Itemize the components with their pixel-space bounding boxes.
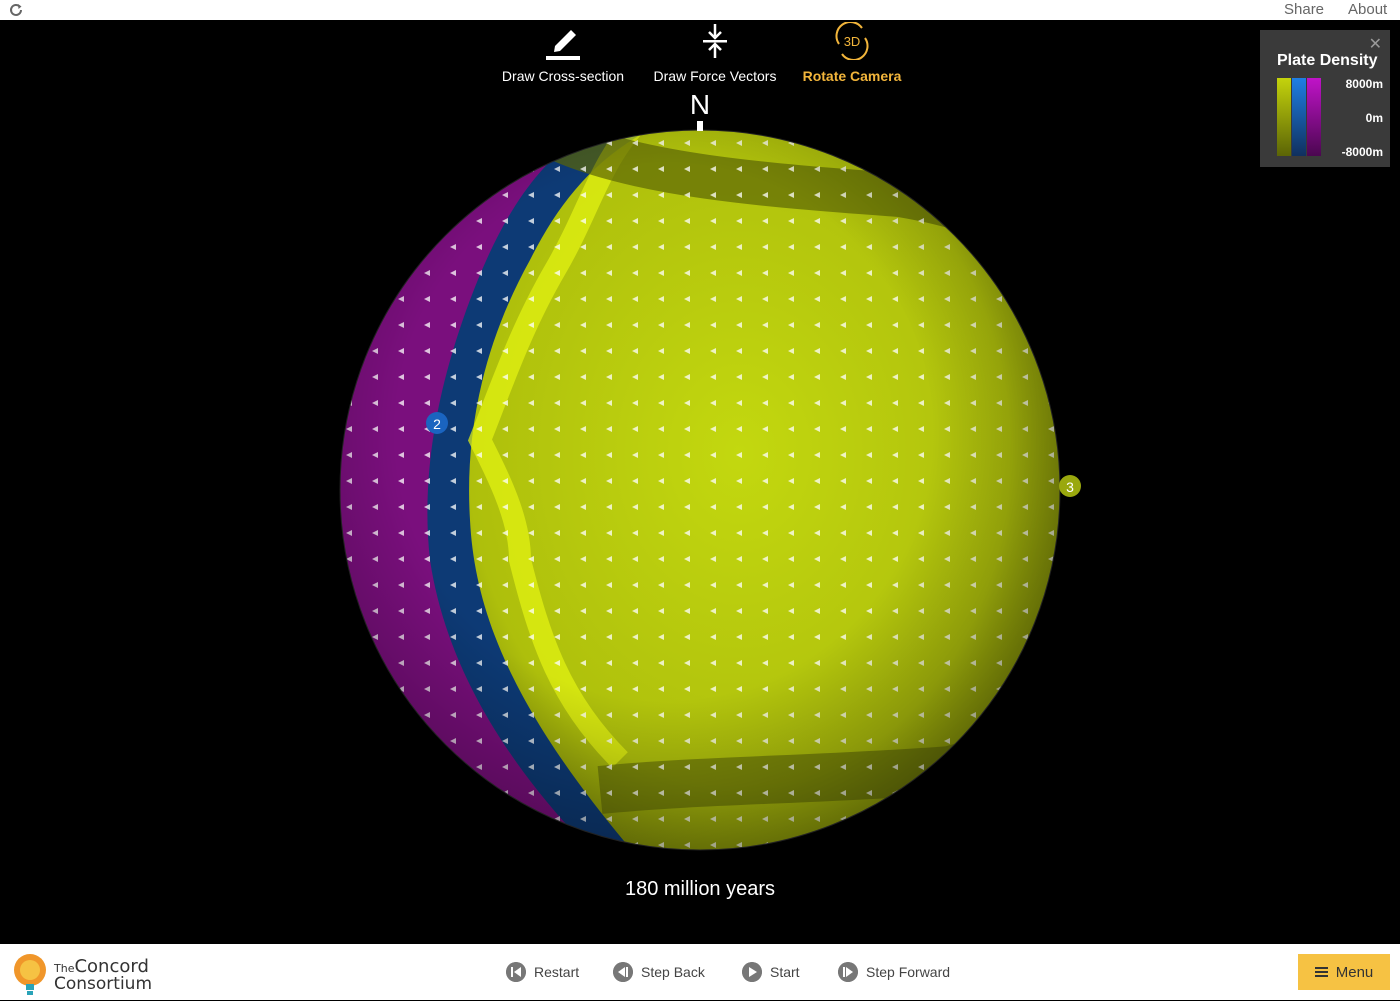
tool-label: Draw Force Vectors <box>653 68 777 84</box>
step-forward-label: Step Forward <box>866 964 951 980</box>
lightbulb-logo-icon <box>14 954 46 995</box>
plate-marker-3[interactable]: 3 <box>1059 475 1081 497</box>
step-forward-button[interactable]: Step Forward <box>838 962 950 982</box>
top-bar: Share About <box>0 0 1400 20</box>
legend-bar-plate3 <box>1307 78 1321 156</box>
restart-icon <box>506 962 526 982</box>
hamburger-icon <box>1314 965 1328 979</box>
draw-cross-section-button[interactable]: Draw Cross-section <box>496 22 630 84</box>
step-back-label: Step Back <box>641 964 705 980</box>
plate-density-legend: ✕ Plate Density 8000m 0m -8000m <box>1260 30 1390 167</box>
time-label: 180 million years <box>624 878 776 900</box>
logo-text: TheConcord <box>54 956 149 977</box>
plate-marker-label: 2 <box>433 416 441 432</box>
svg-text:3D: 3D <box>844 34 861 49</box>
concord-logo[interactable]: TheConcord Consortium <box>10 948 170 996</box>
draw-force-vectors-button[interactable]: Draw Force Vectors <box>648 22 782 84</box>
legend-mid-label: 0m <box>1365 111 1383 125</box>
step-forward-icon <box>838 962 858 982</box>
menu-label: Menu <box>1335 963 1374 981</box>
bottom-bar: TheConcord Consortium Restart Step Back … <box>0 944 1400 1000</box>
rotate-camera-button[interactable]: 3D Rotate Camera <box>798 22 906 84</box>
step-back-icon <box>613 962 633 982</box>
step-back-button[interactable]: Step Back <box>613 962 705 982</box>
force-arrows-icon <box>703 24 727 58</box>
start-button[interactable]: Start <box>742 962 800 982</box>
restart-label: Restart <box>534 964 580 980</box>
start-label: Start <box>770 964 800 980</box>
restart-button[interactable]: Restart <box>506 962 579 982</box>
menu-button[interactable]: Menu <box>1298 954 1390 990</box>
legend-title: Plate Density <box>1277 52 1378 69</box>
north-label: N <box>690 89 710 120</box>
tool-label: Draw Cross-section <box>501 68 625 84</box>
pencil-icon <box>546 30 580 60</box>
legend-high-label: 8000m <box>1345 77 1383 91</box>
about-link[interactable]: About <box>1348 1 1388 18</box>
reload-icon[interactable] <box>8 2 24 18</box>
rotate-3d-icon: 3D <box>835 22 869 60</box>
legend-bar-plate2 <box>1292 78 1306 156</box>
play-icon <box>742 962 762 982</box>
tool-label: Rotate Camera <box>802 68 902 84</box>
share-link[interactable]: Share <box>1284 1 1325 18</box>
logo-text: Consortium <box>54 974 153 994</box>
north-pole-marker <box>697 121 703 131</box>
globe-surface <box>340 130 1060 850</box>
plate-marker-label: 3 <box>1066 479 1074 495</box>
plate-marker-2[interactable]: 2 <box>426 412 448 434</box>
legend-low-label: -8000m <box>1341 145 1383 159</box>
close-icon[interactable]: ✕ <box>1368 36 1382 53</box>
legend-bar-plate1 <box>1277 78 1291 156</box>
